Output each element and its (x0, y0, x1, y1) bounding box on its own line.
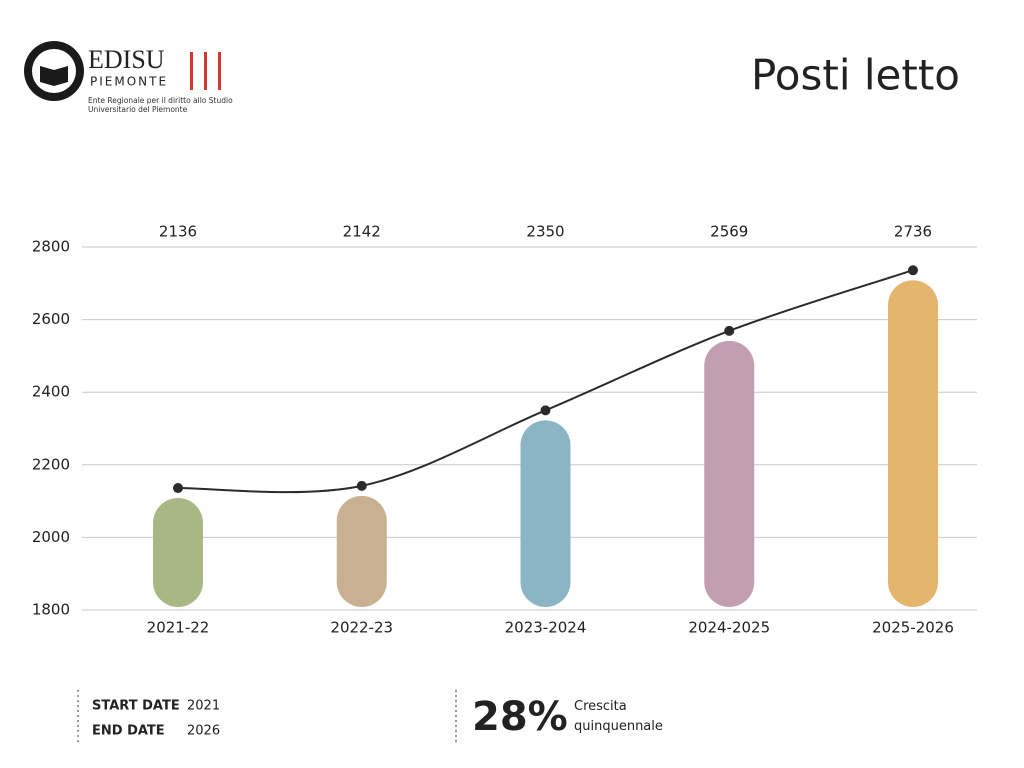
logo-stripe (218, 52, 221, 90)
logo-stripe (204, 52, 207, 90)
bar (520, 420, 571, 607)
value-label: 2569 (710, 223, 748, 241)
trend-point (724, 325, 735, 336)
x-tick-label: 2022-23 (330, 619, 393, 637)
y-tick-label: 2600 (32, 310, 70, 328)
x-tick-label: 2024-2025 (688, 619, 770, 637)
trend-point (908, 265, 918, 276)
trend-point (540, 405, 551, 416)
trend-point (356, 480, 367, 491)
bar (704, 340, 755, 607)
value-label: 2736 (894, 223, 932, 241)
logo-region: PIEMONTE (90, 75, 168, 89)
growth-value: 28% (472, 694, 568, 740)
start-label: START DATE (92, 699, 180, 714)
x-tick-label: 2023-2024 (505, 619, 587, 637)
y-tick-label: 1800 (32, 601, 70, 619)
end-date: 2026 (187, 724, 220, 739)
end-label: END DATE (92, 724, 165, 739)
bar (336, 495, 387, 607)
chart-title: Posti letto (751, 51, 960, 100)
bar (888, 280, 938, 607)
y-tick-label: 2200 (32, 455, 70, 473)
value-label: 2142 (343, 223, 381, 241)
growth-label: Crescita quinquennale (574, 699, 663, 734)
logo-stripe (190, 52, 193, 90)
logo-subtitle: Ente Regionale per il diritto allo Studi… (88, 96, 233, 114)
trend-point (173, 483, 183, 494)
logo-name: EDISU (88, 45, 165, 74)
value-label: 2136 (159, 223, 197, 241)
y-tick-label: 2000 (32, 528, 70, 546)
start-date: 2021 (187, 699, 220, 714)
y-tick-label: 2400 (32, 383, 70, 401)
x-tick-label: 2025-2026 (872, 619, 954, 637)
logo-book (40, 66, 68, 86)
logo: EDISU PIEMONTE (24, 41, 221, 101)
value-label: 2350 (526, 223, 564, 241)
x-tick-label: 2021-22 (147, 619, 210, 637)
y-tick-label: 2800 (32, 238, 70, 256)
bar (153, 498, 203, 607)
